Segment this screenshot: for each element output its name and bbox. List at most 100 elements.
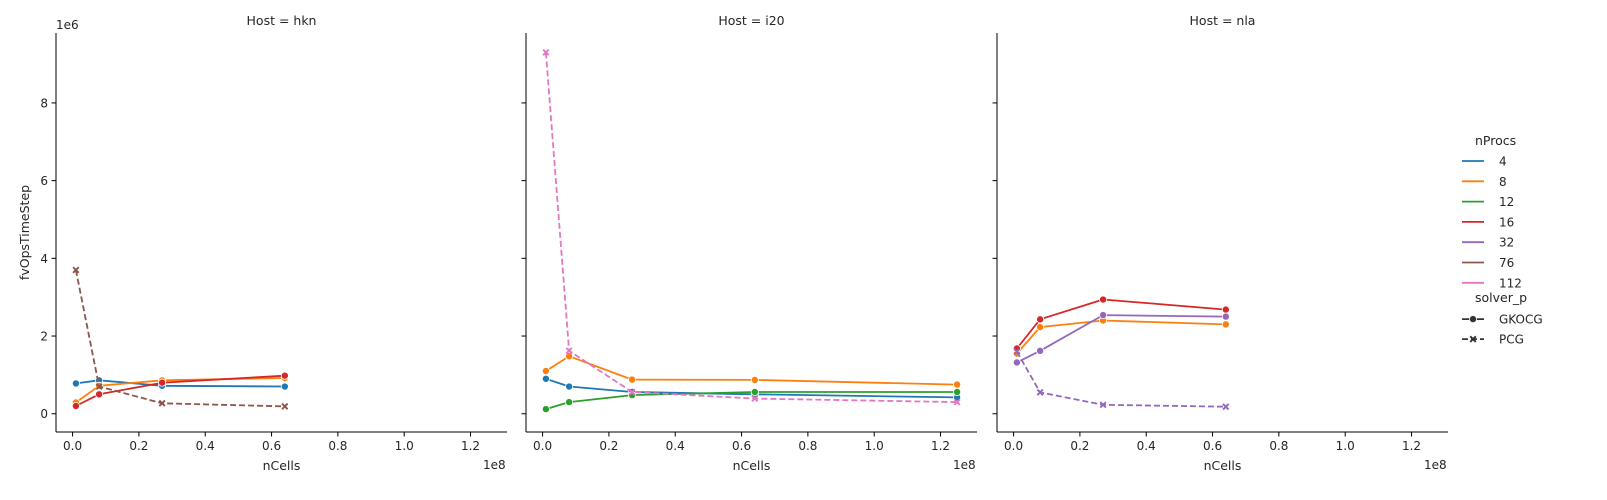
data-point-stroke-b [95, 383, 103, 391]
data-point [750, 375, 759, 384]
data-point-stroke-b [542, 48, 550, 56]
series-hkn-np16-gkocg [71, 371, 289, 410]
data-point-stroke-b [72, 266, 80, 274]
data-point-stroke-b [953, 398, 961, 406]
data-point [541, 367, 550, 376]
x-tick-label: 0.6 [1203, 439, 1222, 453]
data-point-stroke-b [1222, 403, 1230, 411]
data-point [953, 380, 962, 389]
legend-style-label-pcg: PCG [1499, 333, 1524, 347]
panel-title: Host = nla [1190, 13, 1256, 28]
legend-label-np8: 8 [1499, 175, 1507, 189]
legend-label-np32: 32 [1499, 236, 1514, 250]
series-line [1016, 314, 1226, 364]
data-point-stroke-b [1013, 348, 1021, 356]
x-offset-label: 1e8 [483, 458, 506, 472]
y-tick-label: 4 [40, 252, 48, 266]
x-tick-label: 1.0 [1336, 439, 1355, 453]
legend-style-marker-gkocg [1469, 315, 1478, 324]
legend-hue-title: nProcs [1475, 133, 1516, 148]
data-point-stroke-b [158, 399, 166, 407]
series-i20-np8-gkocg [541, 352, 962, 389]
data-point [95, 390, 104, 399]
y-offset-label: 1e6 [56, 18, 79, 32]
data-point [1099, 295, 1108, 304]
series-nla-np16-gkocg [1012, 295, 1230, 353]
data-point [750, 387, 759, 396]
legend-style-title: solver_p [1475, 290, 1527, 305]
panel-title: Host = i20 [718, 13, 784, 28]
data-point [158, 399, 166, 407]
data-point-stroke-b [1099, 401, 1107, 409]
data-point [1036, 388, 1044, 396]
x-tick-label: 1.0 [395, 439, 414, 453]
series-hkn-np8-gkocg [71, 373, 289, 407]
series-line [1016, 298, 1226, 350]
data-point [1221, 320, 1230, 329]
data-point [565, 398, 574, 407]
data-point [1013, 348, 1021, 356]
y-tick-label: 0 [40, 407, 48, 421]
data-point [158, 378, 167, 387]
y-axis-label: fvOpsTimeStep [17, 185, 32, 280]
legend-label-np12: 12 [1499, 195, 1514, 209]
x-tick-label: 0.6 [262, 439, 281, 453]
x-tick-label: 0.2 [129, 439, 148, 453]
data-point [1221, 312, 1230, 321]
series-nla-np8-gkocg [1012, 316, 1230, 358]
data-point [565, 347, 573, 355]
x-axis-label: nCells [263, 458, 301, 473]
data-point [71, 401, 80, 410]
data-point-stroke-b [628, 388, 636, 396]
legend-style-marker-pcg-stroke-b [1469, 335, 1477, 343]
x-tick-label: 0.6 [732, 439, 751, 453]
series-line [1016, 319, 1226, 355]
y-tick-label: 8 [40, 96, 48, 110]
x-tick-label: 0.4 [1137, 439, 1156, 453]
data-point-stroke-b [565, 347, 573, 355]
panel-title: Host = hkn [247, 13, 317, 28]
data-point [1222, 403, 1230, 411]
x-tick-label: 1.0 [865, 439, 884, 453]
legend-label-np4: 4 [1499, 155, 1507, 169]
series-line [75, 269, 285, 408]
panel-nla: Host = nla 0.0 0.2 0.4 0.6 0.8 1.0 1.2 nCells 1e8 [992, 13, 1448, 473]
x-tick-label: 0.4 [196, 439, 215, 453]
x-offset-label: 1e8 [1424, 458, 1447, 472]
series-nla-np32-gkocg [1012, 311, 1230, 367]
series-nla-np32-pcg [1013, 348, 1230, 411]
data-point [1221, 305, 1230, 314]
data-point [1012, 358, 1021, 367]
data-point [953, 387, 962, 396]
legend-label-np16: 16 [1499, 215, 1514, 229]
data-point [541, 405, 550, 414]
series-hkn-np76-pcg [72, 266, 289, 410]
data-point [565, 352, 574, 361]
x-tick-label: 0.8 [798, 439, 817, 453]
x-tick-label: 1.2 [931, 439, 950, 453]
data-point [751, 395, 759, 403]
data-point [565, 382, 574, 391]
data-point [541, 374, 550, 383]
x-tick-label: 0.8 [1269, 439, 1288, 453]
x-tick-label: 1.2 [461, 439, 480, 453]
panel-hkn: Host = hkn 0.0 0.2 0.4 0.6 0.8 1.0 1.2 0 2 4 6 8 nCel… [17, 13, 507, 473]
data-point [1099, 311, 1108, 320]
series-i20-np112-pcg [542, 48, 961, 406]
data-point [1036, 315, 1045, 324]
data-point [628, 388, 636, 396]
data-point-stroke-b [1036, 388, 1044, 396]
data-point-stroke-b [751, 395, 759, 403]
data-point [281, 402, 289, 410]
series-line [75, 374, 285, 407]
series-line [1016, 351, 1226, 408]
data-point [1036, 346, 1045, 355]
legend-style-marker-pcg [1469, 335, 1477, 343]
data-point [72, 266, 80, 274]
legend-style-label-gkocg: GKOCG [1499, 313, 1543, 327]
y-tick-label: 6 [40, 174, 48, 188]
x-tick-label: 0.2 [599, 439, 618, 453]
x-tick-label: 0.0 [533, 439, 552, 453]
